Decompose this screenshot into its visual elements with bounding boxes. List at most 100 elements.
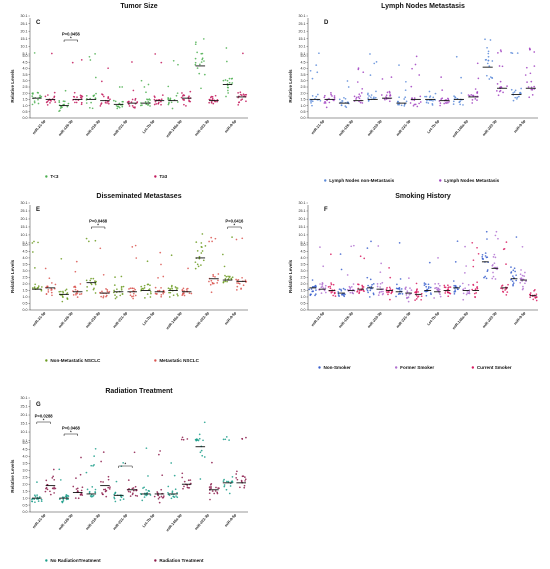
data-point bbox=[181, 92, 183, 94]
data-point bbox=[362, 71, 365, 74]
data-point bbox=[240, 479, 243, 482]
data-point bbox=[340, 268, 343, 271]
data-point bbox=[390, 76, 393, 78]
data-point bbox=[79, 283, 82, 285]
data-point bbox=[481, 253, 484, 256]
y-tick-label: 1.0 bbox=[23, 104, 28, 108]
data-point bbox=[100, 460, 102, 463]
data-point bbox=[175, 495, 177, 497]
data-point bbox=[174, 286, 177, 288]
data-point bbox=[160, 295, 163, 298]
data-point bbox=[370, 240, 372, 243]
data-point bbox=[221, 253, 224, 256]
data-point bbox=[209, 283, 212, 286]
data-point bbox=[409, 287, 411, 289]
data-point bbox=[132, 89, 135, 92]
data-point bbox=[197, 265, 200, 268]
data-point bbox=[514, 89, 517, 92]
data-point bbox=[59, 107, 62, 110]
data-point bbox=[37, 498, 40, 500]
data-point bbox=[237, 92, 239, 94]
data-point bbox=[386, 291, 388, 294]
y-tick-label: 2.5 bbox=[301, 85, 306, 89]
data-point bbox=[104, 488, 107, 491]
data-point bbox=[337, 294, 340, 296]
p-value-label: P=0.0468 bbox=[62, 426, 81, 431]
data-point bbox=[447, 284, 449, 287]
data-point bbox=[520, 269, 522, 271]
data-point bbox=[198, 433, 201, 436]
data-point bbox=[114, 276, 116, 278]
data-point bbox=[366, 276, 369, 279]
data-point bbox=[368, 296, 371, 298]
data-point bbox=[50, 52, 53, 55]
data-point bbox=[311, 100, 314, 103]
data-point bbox=[160, 100, 162, 103]
data-point bbox=[225, 47, 228, 49]
data-point bbox=[31, 251, 34, 253]
data-point bbox=[397, 100, 399, 103]
data-point bbox=[186, 486, 189, 489]
legend-entry: Non-Metastatic NSCLC bbox=[50, 358, 101, 363]
data-point bbox=[94, 491, 97, 494]
data-point bbox=[324, 284, 327, 287]
data-point bbox=[81, 494, 84, 496]
data-point bbox=[243, 484, 246, 487]
data-point bbox=[527, 86, 530, 88]
data-point bbox=[332, 283, 335, 286]
data-point bbox=[224, 274, 226, 277]
data-point bbox=[203, 456, 206, 458]
data-point bbox=[80, 101, 83, 104]
data-point bbox=[310, 100, 312, 102]
data-point bbox=[379, 271, 382, 274]
data-point bbox=[239, 91, 242, 94]
data-point bbox=[149, 99, 151, 101]
x-tick-label: Let-7b-5p bbox=[142, 512, 156, 528]
data-point bbox=[431, 103, 434, 105]
data-point bbox=[231, 276, 234, 279]
data-point bbox=[465, 265, 467, 267]
data-point bbox=[381, 293, 384, 296]
legend-marker bbox=[318, 366, 321, 369]
data-point bbox=[60, 105, 62, 108]
data-point bbox=[52, 475, 55, 478]
data-point bbox=[47, 291, 50, 293]
data-point bbox=[183, 103, 185, 106]
y-tick-label: 4.0 bbox=[23, 67, 28, 71]
data-point bbox=[434, 283, 436, 285]
data-point bbox=[366, 289, 369, 292]
data-point bbox=[120, 287, 123, 289]
data-point bbox=[240, 99, 242, 101]
data-point bbox=[529, 296, 531, 299]
data-point bbox=[144, 297, 146, 299]
data-point bbox=[149, 494, 152, 496]
data-point bbox=[109, 486, 111, 488]
data-point bbox=[356, 81, 359, 83]
data-point bbox=[102, 295, 105, 297]
data-point bbox=[54, 101, 57, 103]
data-point bbox=[114, 100, 117, 103]
data-point bbox=[162, 292, 165, 295]
legend-marker bbox=[45, 359, 48, 362]
data-point bbox=[485, 74, 488, 77]
y-tick-label: 0.0 bbox=[23, 308, 28, 312]
p-value-label: P=0.0468 bbox=[89, 219, 108, 224]
data-point bbox=[47, 94, 49, 96]
data-point bbox=[128, 487, 130, 490]
data-point bbox=[58, 498, 61, 500]
data-point bbox=[44, 267, 47, 270]
data-point bbox=[88, 55, 91, 58]
data-point bbox=[369, 53, 371, 55]
data-point bbox=[208, 492, 211, 495]
data-point bbox=[182, 94, 185, 96]
data-point bbox=[528, 96, 531, 99]
data-point bbox=[435, 286, 438, 289]
data-point bbox=[132, 297, 134, 300]
data-point bbox=[466, 292, 469, 294]
data-point bbox=[92, 464, 94, 467]
y-tick-label: 5.1 bbox=[301, 241, 306, 245]
x-tick-label: Let-7b-5p bbox=[142, 310, 156, 326]
data-point bbox=[176, 492, 178, 494]
data-point bbox=[403, 103, 406, 106]
